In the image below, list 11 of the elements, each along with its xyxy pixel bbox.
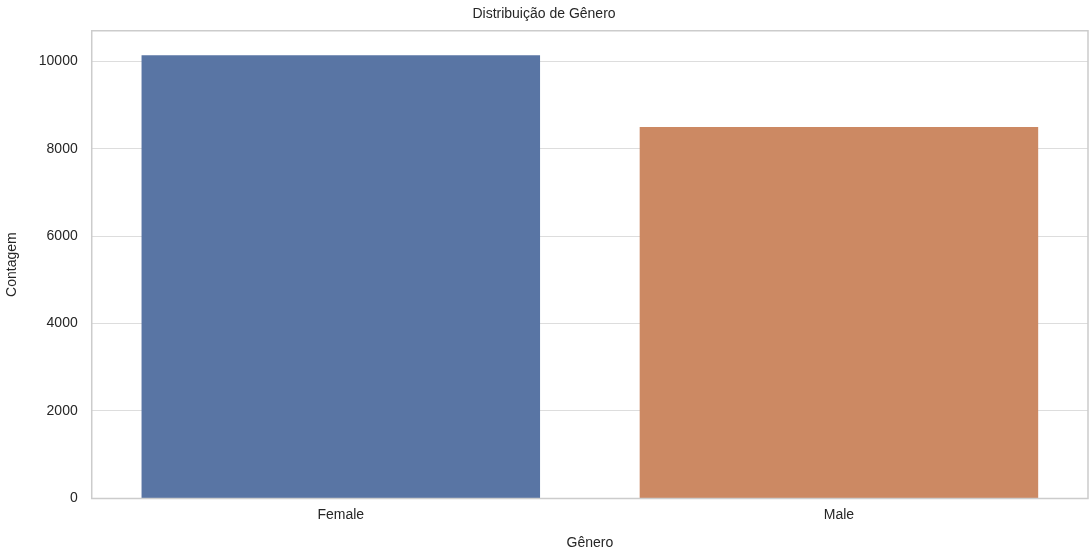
y-tick-label: 6000	[46, 227, 78, 244]
y-tick-label: 2000	[46, 401, 78, 418]
y-tick-label: 0	[69, 489, 78, 506]
x-tick-label: Male	[823, 505, 855, 522]
chart-title: Distribuição de Gênero	[472, 5, 616, 22]
y-tick-label: 8000	[46, 139, 78, 156]
x-axis-title: Gênero	[566, 534, 614, 551]
x-tick-label: Female	[317, 505, 365, 522]
y-axis-title: Contagem	[3, 232, 20, 297]
y-tick-label: 4000	[46, 314, 78, 331]
y-tick-label: 10000	[38, 52, 78, 69]
